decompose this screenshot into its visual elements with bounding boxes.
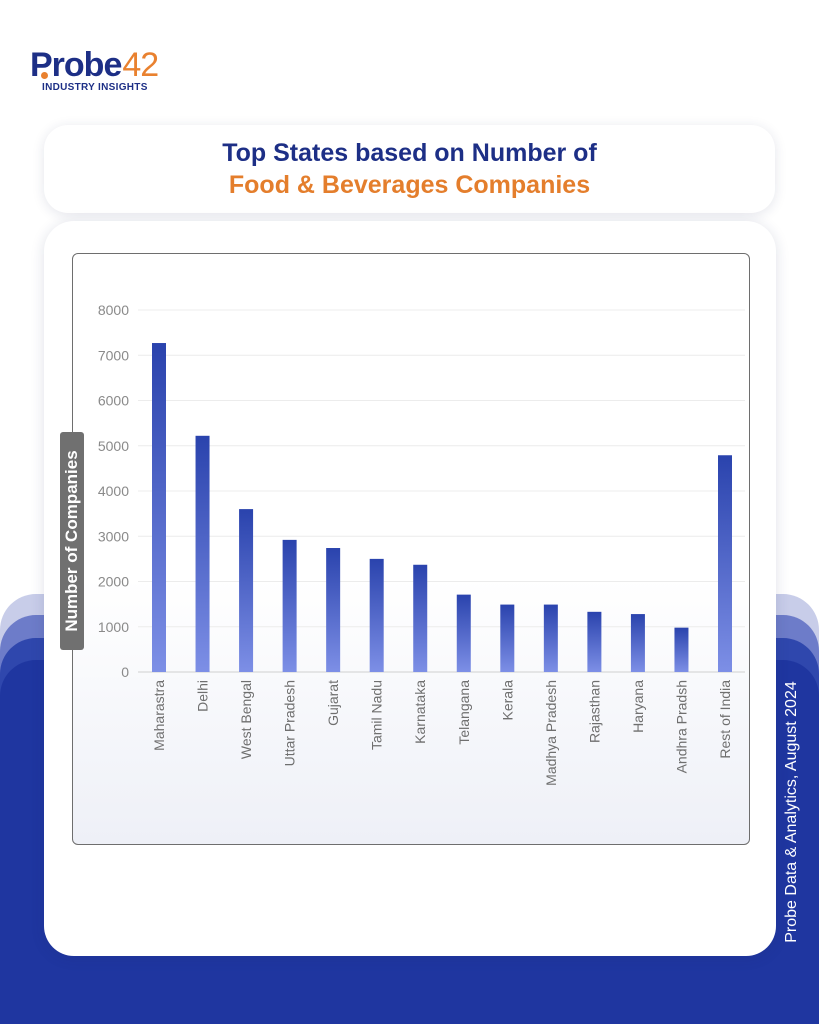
bar <box>369 558 384 672</box>
x-tick-label: Delhi <box>195 680 211 712</box>
source-note: Probe Data & Analytics, August 2024 <box>783 681 800 943</box>
x-tick-label: Rajasthan <box>586 680 602 743</box>
x-tick-label: Uttar Pradesh <box>282 680 298 766</box>
logo-tagline: INDUSTRY INSIGHTS <box>42 82 148 93</box>
bar <box>456 594 471 672</box>
y-tick-label: 8000 <box>98 302 129 318</box>
bar <box>587 611 602 672</box>
x-tick-label: Madhya Pradesh <box>543 680 559 786</box>
y-tick-label: 6000 <box>98 393 129 409</box>
logo-number: 42 <box>122 46 159 84</box>
bar <box>543 604 558 672</box>
x-tick-label: Karnataka <box>412 680 428 744</box>
y-tick-label: 7000 <box>98 347 129 363</box>
y-axis-label: Number of Companies <box>62 450 81 632</box>
brand-logo: Probe42 INDUSTRY INSIGHTS <box>28 24 178 96</box>
title-card: Top States based on Number of Food & Bev… <box>44 125 775 213</box>
x-tick-label: Andhra Pradsh <box>673 680 689 773</box>
x-tick-label: Haryana <box>630 680 646 733</box>
x-tick-label: West Bengal <box>238 680 254 759</box>
x-tick-label: Maharastra <box>151 680 167 751</box>
bars <box>152 343 732 672</box>
y-axis-label-badge <box>60 432 84 650</box>
y-tick-label: 0 <box>121 664 129 680</box>
bar <box>195 435 210 672</box>
x-axis-ticks: Maharastra Delhi West Bengal Uttar Pradesh G… <box>151 680 733 786</box>
x-tick-label: Rest of India <box>717 680 733 759</box>
x-tick-label: Telangana <box>456 680 472 745</box>
bar <box>674 627 689 672</box>
bar <box>152 343 166 672</box>
gridlines <box>138 309 745 673</box>
bar <box>500 604 515 672</box>
y-axis-ticks: 0 1000 2000 3000 4000 5000 6000 7000 8000 <box>98 302 129 680</box>
y-tick-label: 1000 <box>98 619 129 635</box>
bar <box>239 509 254 672</box>
bar <box>718 455 732 672</box>
chart-title-line2: Food & Beverages Companies <box>228 171 591 199</box>
y-tick-label: 4000 <box>98 483 129 499</box>
bar <box>413 564 428 672</box>
bar <box>326 548 341 672</box>
logo-dot-icon <box>41 72 48 79</box>
plot-frame <box>72 253 750 845</box>
x-tick-label: Kerala <box>499 680 515 721</box>
x-tick-label: Gujarat <box>325 680 341 726</box>
chart-title-line1: Top States based on Number of <box>222 139 597 167</box>
y-tick-label: 5000 <box>98 438 129 454</box>
bar <box>630 614 645 672</box>
y-tick-label: 3000 <box>98 528 129 544</box>
bar <box>282 539 297 672</box>
x-tick-label: Tamil Nadu <box>369 680 385 750</box>
y-tick-label: 2000 <box>98 574 129 590</box>
